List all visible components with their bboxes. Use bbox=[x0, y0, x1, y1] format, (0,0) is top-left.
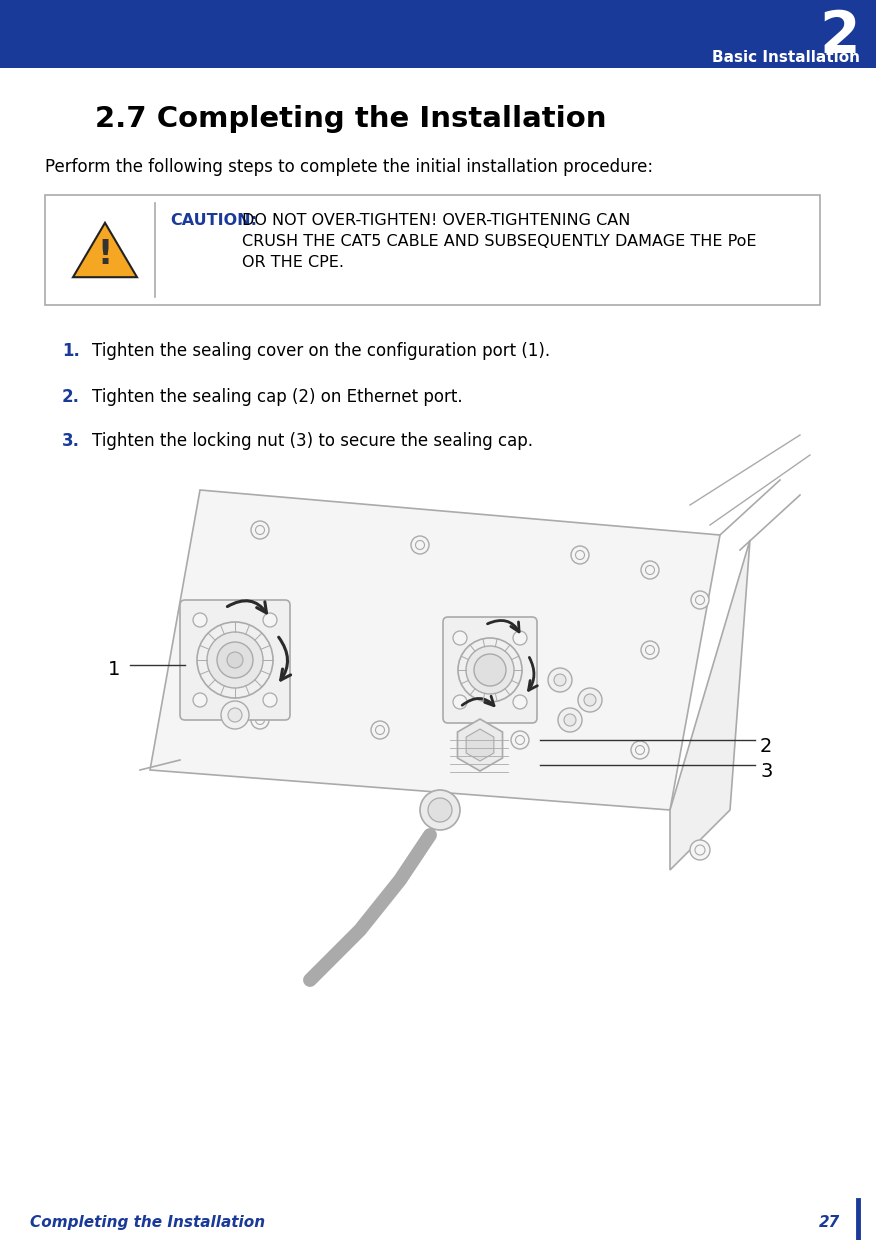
Circle shape bbox=[256, 526, 265, 534]
Circle shape bbox=[511, 732, 529, 749]
Text: 1.: 1. bbox=[62, 342, 80, 360]
Circle shape bbox=[696, 595, 704, 605]
Circle shape bbox=[420, 790, 460, 830]
Circle shape bbox=[641, 560, 659, 579]
Circle shape bbox=[453, 631, 467, 645]
Text: 27: 27 bbox=[819, 1215, 840, 1230]
Circle shape bbox=[554, 675, 566, 686]
Circle shape bbox=[584, 694, 596, 706]
Circle shape bbox=[548, 668, 572, 692]
Circle shape bbox=[207, 632, 263, 688]
Circle shape bbox=[193, 693, 207, 707]
FancyArrowPatch shape bbox=[279, 637, 291, 680]
Circle shape bbox=[515, 735, 525, 744]
Text: 2: 2 bbox=[819, 7, 860, 64]
Text: DO NOT OVER-TIGHTEN! OVER-TIGHTENING CAN
CRUSH THE CAT5 CABLE AND SUBSEQUENTLY D: DO NOT OVER-TIGHTEN! OVER-TIGHTENING CAN… bbox=[242, 213, 757, 270]
Circle shape bbox=[193, 613, 207, 627]
Polygon shape bbox=[670, 539, 750, 870]
Text: Tighten the sealing cap (2) on Ethernet port.: Tighten the sealing cap (2) on Ethernet … bbox=[92, 388, 463, 405]
Bar bbox=[0, 0, 876, 68]
Text: !: ! bbox=[97, 238, 112, 272]
Text: Tighten the sealing cover on the configuration port (1).: Tighten the sealing cover on the configu… bbox=[92, 342, 550, 360]
Circle shape bbox=[631, 742, 649, 759]
Text: Completing the Installation: Completing the Installation bbox=[30, 1215, 265, 1230]
FancyArrowPatch shape bbox=[528, 657, 537, 691]
Circle shape bbox=[571, 546, 589, 564]
Circle shape bbox=[428, 799, 452, 822]
Circle shape bbox=[474, 653, 506, 686]
FancyArrowPatch shape bbox=[488, 620, 519, 632]
FancyArrowPatch shape bbox=[228, 600, 266, 613]
Text: Tighten the locking nut (3) to secure the sealing cap.: Tighten the locking nut (3) to secure th… bbox=[92, 432, 533, 450]
Circle shape bbox=[217, 642, 253, 678]
Text: 3.: 3. bbox=[62, 432, 80, 450]
Circle shape bbox=[695, 844, 705, 856]
Circle shape bbox=[466, 646, 514, 694]
Circle shape bbox=[635, 745, 645, 754]
Text: CAUTION:: CAUTION: bbox=[170, 213, 257, 228]
Bar bbox=[45, 195, 820, 305]
Circle shape bbox=[564, 714, 576, 725]
Circle shape bbox=[227, 652, 243, 668]
Circle shape bbox=[690, 839, 710, 861]
Circle shape bbox=[646, 565, 654, 574]
Circle shape bbox=[411, 536, 429, 554]
Polygon shape bbox=[457, 719, 503, 771]
Text: Basic Installation: Basic Installation bbox=[712, 50, 860, 64]
Circle shape bbox=[256, 715, 265, 724]
Circle shape bbox=[228, 708, 242, 722]
Polygon shape bbox=[150, 490, 720, 810]
Circle shape bbox=[513, 631, 527, 645]
Circle shape bbox=[691, 591, 709, 609]
Text: 2: 2 bbox=[760, 737, 773, 756]
Circle shape bbox=[646, 646, 654, 655]
Text: 3: 3 bbox=[760, 763, 773, 781]
Circle shape bbox=[576, 551, 584, 559]
Circle shape bbox=[263, 613, 277, 627]
Circle shape bbox=[415, 541, 425, 549]
Circle shape bbox=[197, 622, 273, 698]
Circle shape bbox=[263, 693, 277, 707]
FancyBboxPatch shape bbox=[180, 600, 290, 720]
Text: 1: 1 bbox=[108, 660, 120, 680]
FancyArrowPatch shape bbox=[463, 696, 494, 706]
Polygon shape bbox=[73, 223, 137, 278]
Circle shape bbox=[221, 701, 249, 729]
Circle shape bbox=[251, 711, 269, 729]
Circle shape bbox=[251, 521, 269, 539]
Circle shape bbox=[458, 639, 522, 702]
Circle shape bbox=[558, 708, 582, 732]
Polygon shape bbox=[466, 729, 494, 761]
FancyBboxPatch shape bbox=[443, 618, 537, 723]
Text: Perform the following steps to complete the initial installation procedure:: Perform the following steps to complete … bbox=[45, 157, 653, 176]
Circle shape bbox=[578, 688, 602, 712]
Circle shape bbox=[513, 694, 527, 709]
Circle shape bbox=[376, 725, 385, 734]
Text: 2.7 Completing the Installation: 2.7 Completing the Installation bbox=[95, 105, 606, 133]
Circle shape bbox=[371, 720, 389, 739]
Text: 2.: 2. bbox=[62, 388, 80, 405]
Circle shape bbox=[641, 641, 659, 658]
Circle shape bbox=[453, 694, 467, 709]
